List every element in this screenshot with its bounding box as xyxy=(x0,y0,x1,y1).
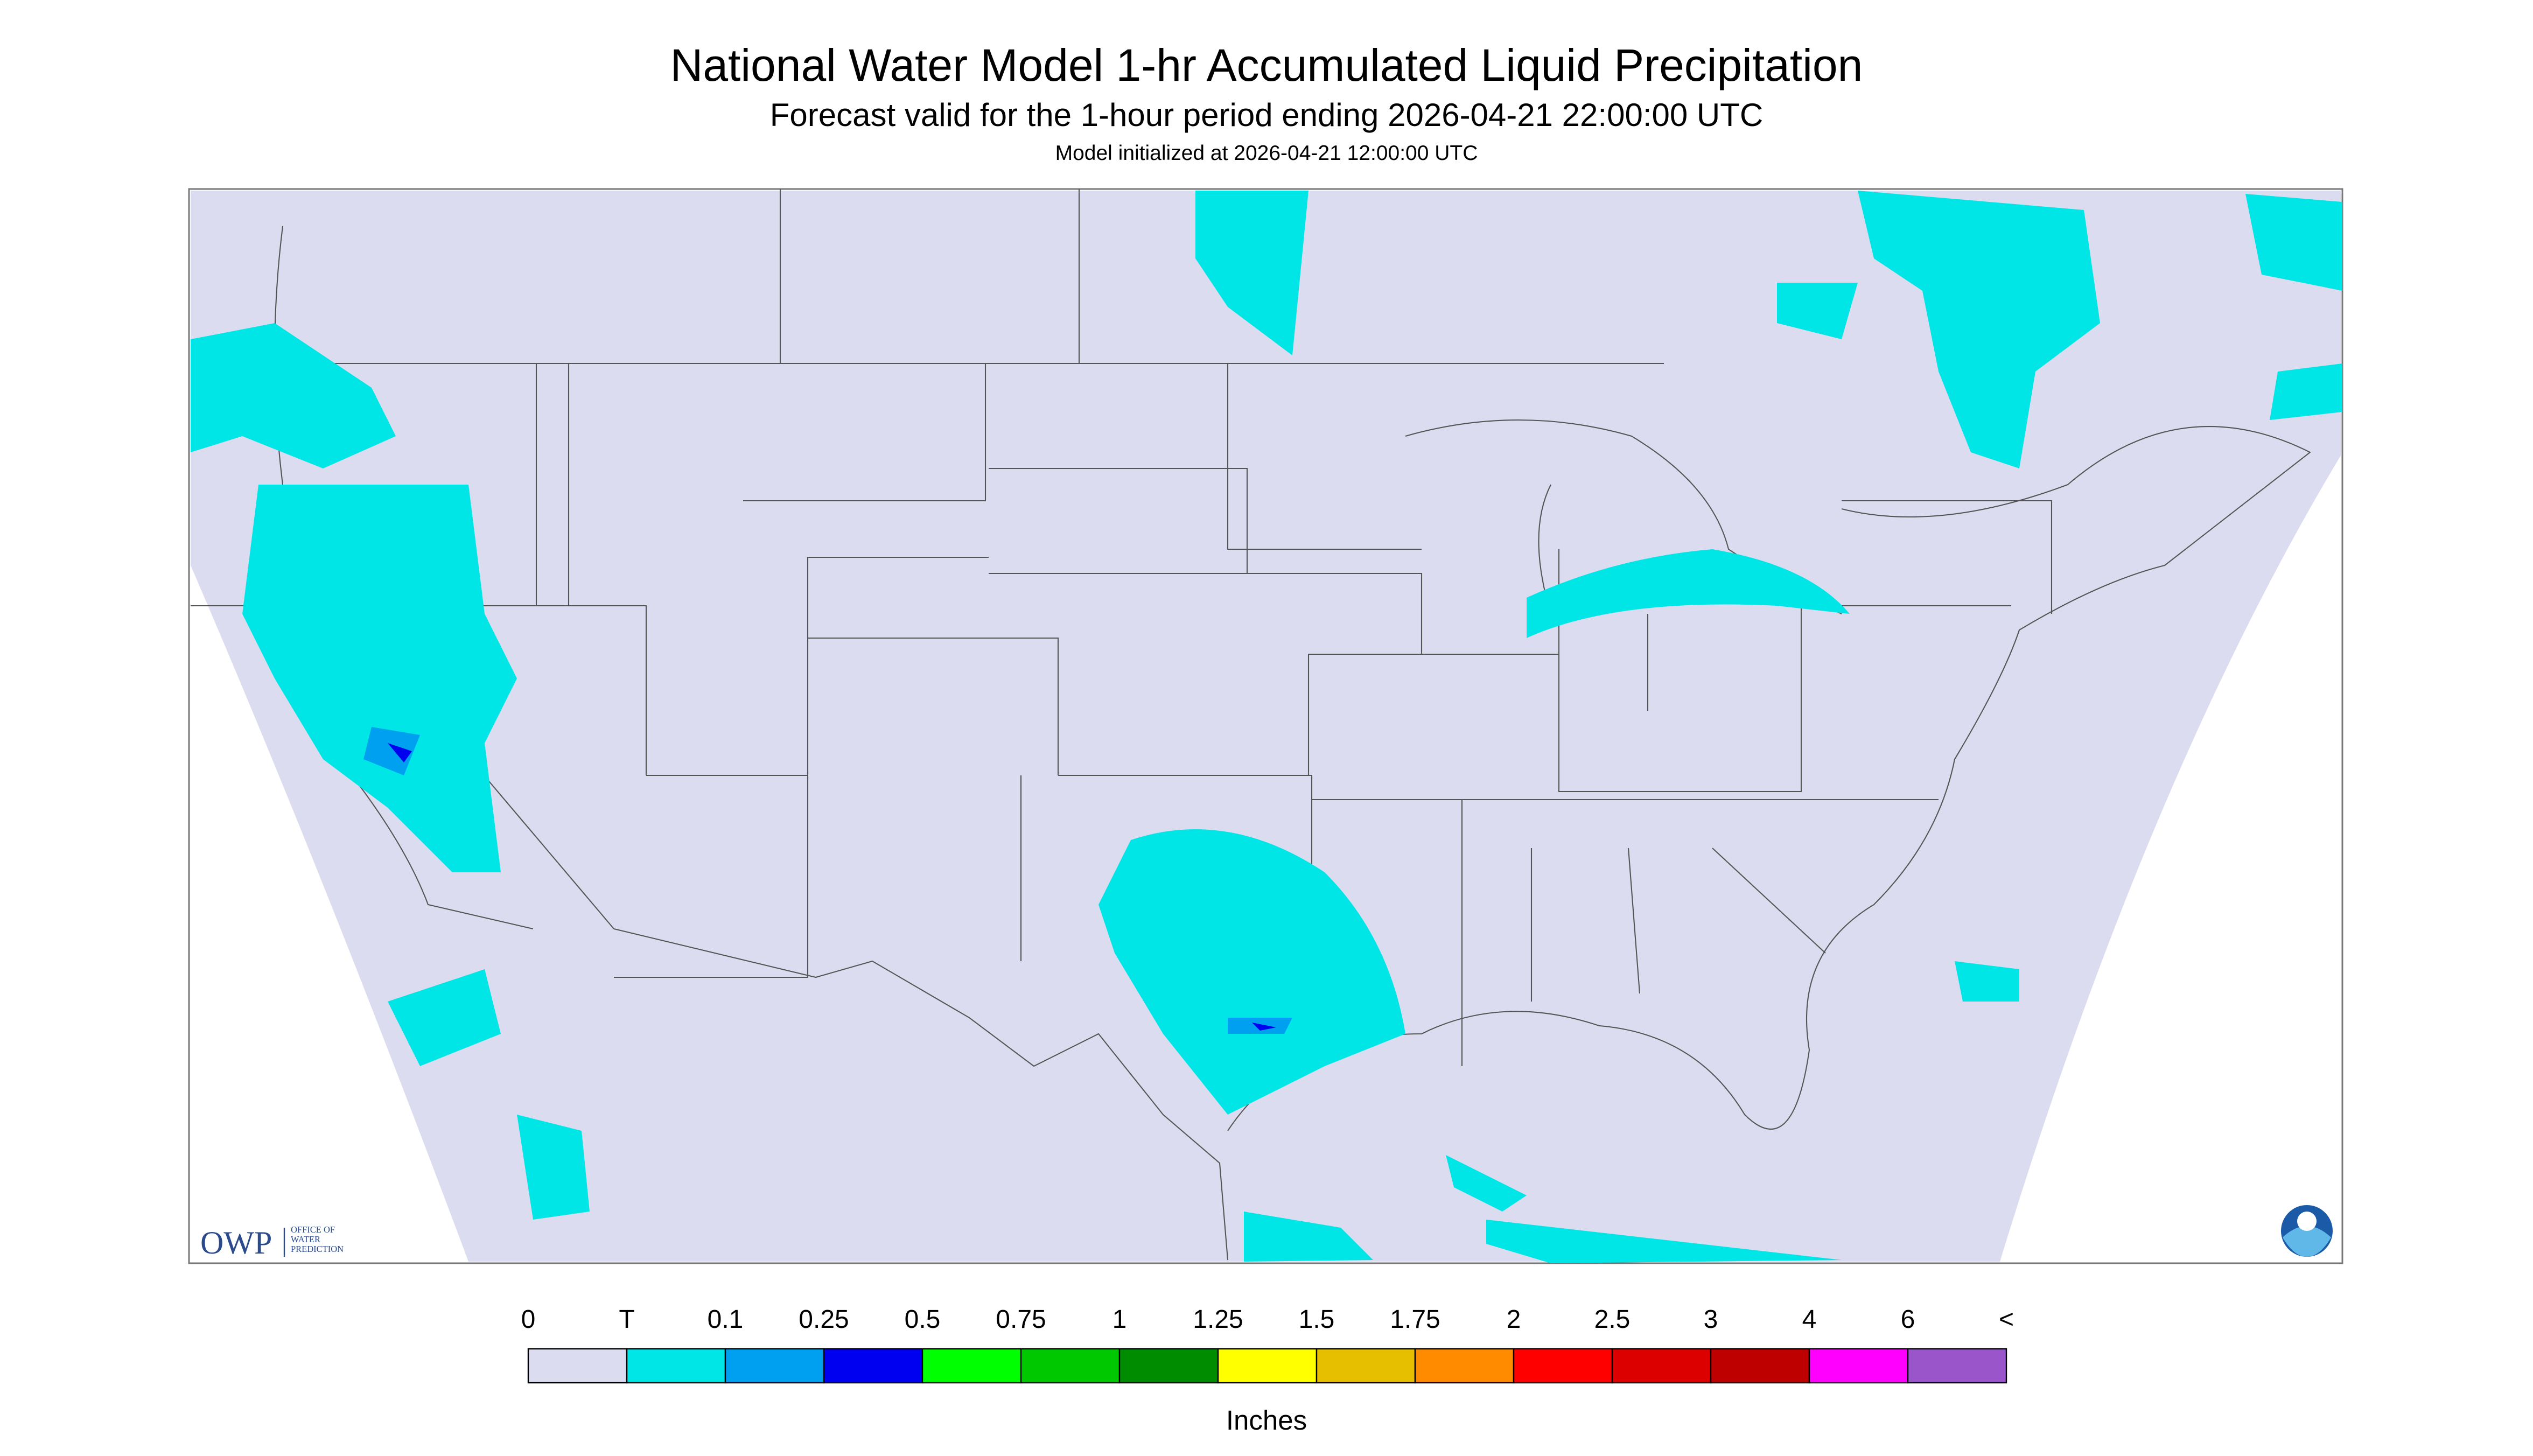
legend-swatch xyxy=(823,1348,923,1384)
legend-swatch xyxy=(1907,1348,2007,1384)
title: National Water Model 1-hr Accumulated Li… xyxy=(670,40,1863,90)
legend-label: 0.1 xyxy=(708,1305,744,1334)
logo-line: WATER xyxy=(291,1234,320,1244)
legend-label: 0 xyxy=(521,1305,536,1334)
domain xyxy=(191,191,2341,1262)
legend-swatch xyxy=(1217,1348,1318,1384)
legend-swatch xyxy=(1414,1348,1515,1384)
legend-swatch xyxy=(1020,1348,1121,1384)
legend-swatch xyxy=(626,1348,726,1384)
map: OWP OFFICE OF WATER PREDICTION xyxy=(188,188,2343,1264)
legend-label: 0.5 xyxy=(905,1305,941,1334)
logo-text: OWP xyxy=(200,1225,272,1261)
legend-label: 4 xyxy=(1802,1305,1817,1334)
legend-swatch xyxy=(1513,1348,1613,1384)
init-time: Model initialized at 2026-04-21 12:00:00… xyxy=(1055,142,1478,165)
legend-swatch xyxy=(1316,1348,1416,1384)
legend-label: T xyxy=(619,1305,634,1334)
legend-swatch xyxy=(1611,1348,1712,1384)
noaa-logo xyxy=(2281,1205,2333,1257)
legend-swatch xyxy=(527,1348,628,1384)
owp-logo: OWP OFFICE OF WATER PREDICTION xyxy=(200,1224,344,1261)
legend-swatch xyxy=(724,1348,825,1384)
legend-swatch xyxy=(1808,1348,1909,1384)
legend-label: 2.5 xyxy=(1594,1305,1631,1334)
legend-label: 0.25 xyxy=(799,1305,849,1334)
legend-swatch xyxy=(1710,1348,1810,1384)
legend-label: 2 xyxy=(1507,1305,1521,1334)
legend-label: 1.5 xyxy=(1299,1305,1335,1334)
legend-label: 1 xyxy=(1112,1305,1127,1334)
legend-label: 1.75 xyxy=(1390,1305,1440,1334)
logo-line: OFFICE OF xyxy=(291,1224,335,1235)
legend: 0 T 0.1 0.25 0.5 0.75 1 1.25 1.5 1.75 2 2.5 3 4 6 < xyxy=(521,1305,2014,1384)
precip-areas xyxy=(191,191,2342,1264)
legend-label: 3 xyxy=(1704,1305,1718,1334)
legend-label: 6 xyxy=(1901,1305,1915,1334)
legend-swatch xyxy=(921,1348,1022,1384)
legend-swatch xyxy=(1118,1348,1219,1384)
logo-line: PREDICTION xyxy=(291,1244,344,1254)
legend-label: 0.75 xyxy=(996,1305,1046,1334)
legend-label: < xyxy=(1999,1305,2014,1334)
legend-label: 1.25 xyxy=(1193,1305,1243,1334)
legend-unit: Inches xyxy=(1226,1405,1307,1436)
subtitle: Forecast valid for the 1-hour period end… xyxy=(770,97,1763,133)
